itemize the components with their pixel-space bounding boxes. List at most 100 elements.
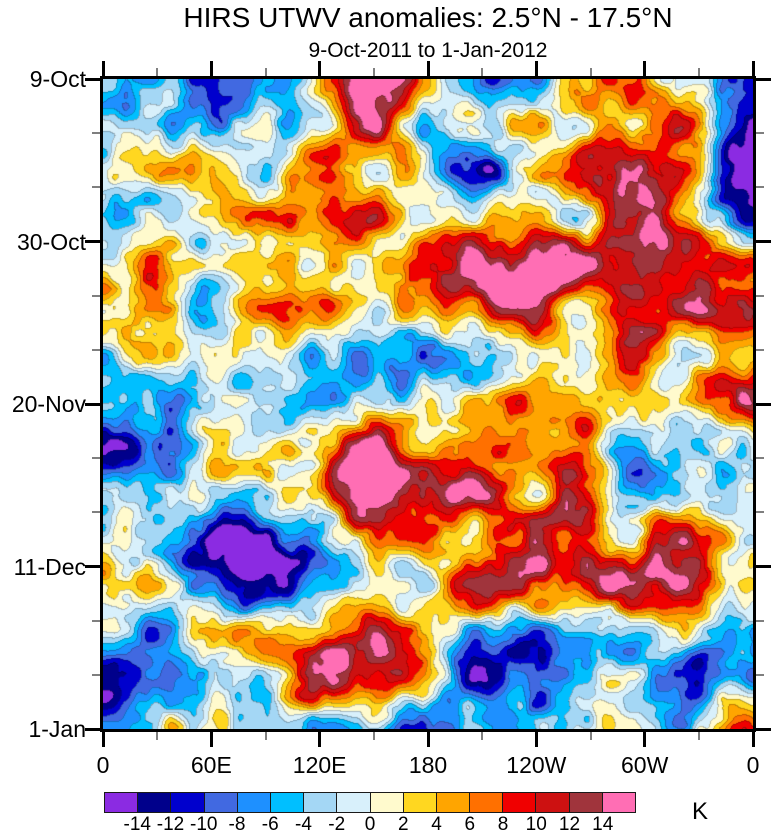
x-major-tick-bottom (209, 732, 213, 747)
y-major-tick-right (756, 727, 771, 731)
colorbar-swatch-6 (303, 792, 338, 813)
x-axis-tick-label: 180 (408, 752, 448, 778)
colorbar-swatch-14 (568, 792, 603, 813)
y-minor-tick-right (756, 294, 764, 297)
x-axis-tick-label: 60E (190, 752, 232, 778)
y-major-tick-right (756, 77, 771, 81)
y-major-tick-left (85, 77, 100, 81)
y-major-tick-left (85, 565, 100, 568)
y-minor-tick-left (92, 294, 100, 297)
y-major-tick-left (85, 402, 100, 406)
y-axis-tick-label: 11-Dec (13, 553, 86, 580)
x-major-tick-bottom (101, 732, 105, 747)
y-major-tick-left (85, 727, 100, 731)
x-major-tick-top (751, 61, 755, 76)
x-minor-tick-bottom (697, 732, 700, 740)
y-minor-tick-left (92, 348, 100, 351)
x-minor-tick-top (481, 68, 484, 76)
colorbar-swatch-3 (203, 792, 238, 813)
x-axis-tick-label: 60W (621, 752, 669, 778)
colorbar-swatch-8 (369, 792, 404, 813)
y-minor-tick-left (92, 132, 100, 135)
colorbar-boundary-label: -12 (156, 814, 185, 830)
colorbar-boundary-label: 4 (431, 814, 442, 830)
x-minor-tick-top (372, 68, 375, 76)
x-major-tick-top (318, 61, 322, 76)
x-major-tick-top (643, 61, 647, 76)
x-major-tick-top (426, 61, 430, 76)
y-minor-tick-right (756, 186, 764, 189)
colorbar-boundary-label: 2 (397, 814, 409, 830)
x-major-tick-top (101, 61, 105, 76)
y-minor-tick-right (756, 457, 764, 460)
colorbar-boundary-label: -14 (123, 814, 151, 830)
colorbar-boundary-label: -4 (295, 814, 312, 830)
colorbar-swatch-12 (502, 792, 537, 813)
x-minor-tick-bottom (481, 732, 484, 740)
colorbar-swatch-9 (402, 792, 437, 813)
y-axis-tick-label: 30-Oct (16, 228, 86, 255)
colorbar-boundary-label: 12 (558, 814, 581, 830)
y-minor-tick-left (92, 673, 100, 676)
y-major-tick-right (756, 565, 771, 568)
colorbar-boundary-label: -2 (328, 814, 346, 830)
colorbar-swatch-5 (269, 792, 305, 813)
x-major-tick-top (209, 61, 213, 76)
x-minor-tick-bottom (156, 732, 159, 740)
colorbar-swatch-15 (601, 792, 636, 813)
x-major-tick-bottom (534, 732, 538, 747)
colorbar-swatch-4 (236, 792, 271, 813)
colorbar-swatch-7 (336, 792, 371, 813)
y-minor-tick-right (756, 511, 764, 514)
colorbar-boundary-label: 8 (497, 814, 509, 830)
y-axis-tick-label: 20-Nov (11, 391, 86, 417)
y-axis-tick-label: 1-Jan (28, 716, 86, 742)
x-minor-tick-bottom (589, 732, 592, 740)
colorbar-boundary-label: -10 (190, 814, 218, 830)
x-major-tick-top (534, 61, 538, 76)
y-minor-tick-left (92, 619, 100, 622)
x-minor-tick-top (697, 68, 700, 76)
colorbar-boundary-label: 0 (364, 814, 376, 830)
x-minor-tick-top (156, 68, 159, 76)
colorbar-swatch-1 (137, 792, 172, 813)
colorbar-swatch-11 (469, 792, 504, 813)
x-axis-tick-label: 120E (292, 752, 347, 778)
y-minor-tick-right (756, 348, 764, 351)
colorbar-boundary-label: -8 (228, 814, 246, 830)
colorbar-swatch-2 (170, 792, 205, 813)
colorbar-boundary-label: -6 (261, 814, 279, 830)
y-major-tick-right (756, 402, 771, 406)
colorbar-boundary-label: 14 (592, 814, 614, 830)
x-minor-tick-bottom (372, 732, 375, 740)
colorbar (104, 792, 636, 813)
x-minor-tick-bottom (264, 732, 267, 740)
x-minor-tick-top (589, 68, 592, 76)
page-subtitle: 9-Oct-2011 to 1-Jan-2012 (308, 39, 548, 62)
x-axis-tick-label: 0 (96, 752, 110, 778)
y-major-tick-right (756, 240, 771, 243)
x-minor-tick-top (264, 68, 267, 76)
y-minor-tick-left (92, 457, 100, 460)
y-axis-tick-label: 9-Oct (29, 66, 86, 92)
x-major-tick-bottom (318, 732, 322, 747)
y-minor-tick-right (756, 619, 764, 622)
colorbar-swatch-10 (435, 792, 471, 813)
colorbar-boundary-label: 6 (464, 814, 476, 830)
x-axis-tick-label: 120W (506, 752, 567, 778)
x-major-tick-bottom (751, 732, 755, 747)
plot-frame (100, 76, 756, 732)
colorbar-swatch-0 (104, 792, 139, 813)
x-major-tick-bottom (426, 732, 430, 747)
colorbar-swatch-13 (535, 792, 570, 813)
page-title: HIRS UTWV anomalies: 2.5°N - 17.5°N (183, 2, 673, 33)
colorbar-unit-label: K (691, 798, 708, 825)
x-major-tick-bottom (643, 732, 647, 747)
y-minor-tick-right (756, 673, 764, 676)
x-axis-tick-label: 0 (746, 752, 760, 778)
y-minor-tick-right (756, 132, 764, 135)
y-minor-tick-left (92, 186, 100, 189)
y-minor-tick-left (92, 511, 100, 514)
y-major-tick-left (85, 240, 100, 243)
